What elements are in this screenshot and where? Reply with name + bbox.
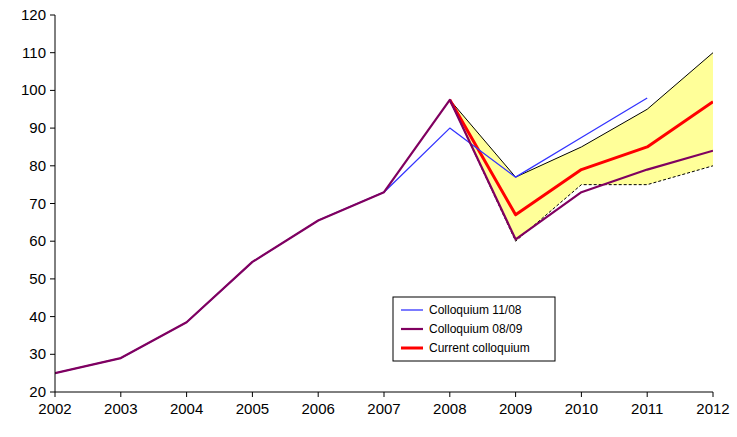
x-tick	[120, 392, 121, 397]
y-tick-label: 60	[29, 232, 46, 249]
x-tick-label: 2010	[565, 400, 598, 417]
x-tick	[713, 392, 714, 397]
y-tick	[50, 392, 55, 393]
range-band	[450, 53, 713, 242]
x-tick	[581, 392, 582, 397]
band-upper	[450, 53, 713, 177]
y-tick	[50, 278, 55, 279]
y-tick-label: 30	[29, 345, 46, 362]
x-tick	[647, 392, 648, 397]
chart: 20 30 40 50 60 70 80 90 100 110 120 2002 2003 2004 200…	[0, 0, 737, 437]
x-tick	[252, 392, 253, 397]
x-tick-label: 2012	[696, 400, 729, 417]
x-tick	[186, 392, 187, 397]
plot-area	[55, 53, 713, 373]
series-line	[55, 100, 713, 373]
x-tick	[449, 392, 450, 397]
x-tick-label: 2008	[433, 400, 466, 417]
legend-box	[393, 297, 555, 361]
x-tick-label: 2007	[367, 400, 400, 417]
y-tick-label: 20	[29, 383, 46, 400]
y-tick-label: 50	[29, 270, 46, 287]
legend-label: Colloquium 08/09	[429, 322, 523, 336]
y-tick	[50, 203, 55, 204]
x-tick	[515, 392, 516, 397]
x-tick-label: 2006	[302, 400, 335, 417]
y-tick	[50, 90, 55, 91]
x-tick	[318, 392, 319, 397]
x-tick-label: 2002	[38, 400, 71, 417]
y-tick-label: 40	[29, 308, 46, 325]
y-tick	[50, 165, 55, 166]
legend-swatch	[401, 328, 423, 330]
y-tick	[50, 241, 55, 242]
x-tick-label: 2011	[631, 400, 663, 417]
y-tick-label: 80	[29, 157, 46, 174]
y-tick-label: 70	[29, 195, 46, 212]
x-tick-label: 2003	[104, 400, 137, 417]
series-line	[55, 98, 647, 373]
y-tick	[50, 128, 55, 129]
y-tick	[50, 15, 55, 16]
band-lower	[450, 100, 713, 241]
legend-swatch	[401, 347, 423, 350]
x-tick	[384, 392, 385, 397]
legend: Colloquium 11/08 Colloquium 08/09 Current …	[393, 297, 555, 361]
y-tick	[50, 354, 55, 355]
y-tick-label: 90	[29, 119, 46, 136]
legend-label: Colloquium 11/08	[429, 303, 522, 317]
y-tick	[50, 52, 55, 53]
x-tick-label: 2004	[170, 400, 203, 417]
legend-label: Current colloquium	[429, 341, 530, 355]
x-tick-label: 2009	[499, 400, 532, 417]
y-tick-label: 120	[21, 6, 46, 23]
legend-swatch	[401, 309, 423, 310]
background	[0, 0, 737, 437]
x-tick-label: 2005	[236, 400, 269, 417]
x-tick	[55, 392, 56, 397]
y-tick	[50, 316, 55, 317]
y-tick-label: 110	[22, 44, 46, 61]
y-tick-label: 100	[21, 81, 46, 98]
